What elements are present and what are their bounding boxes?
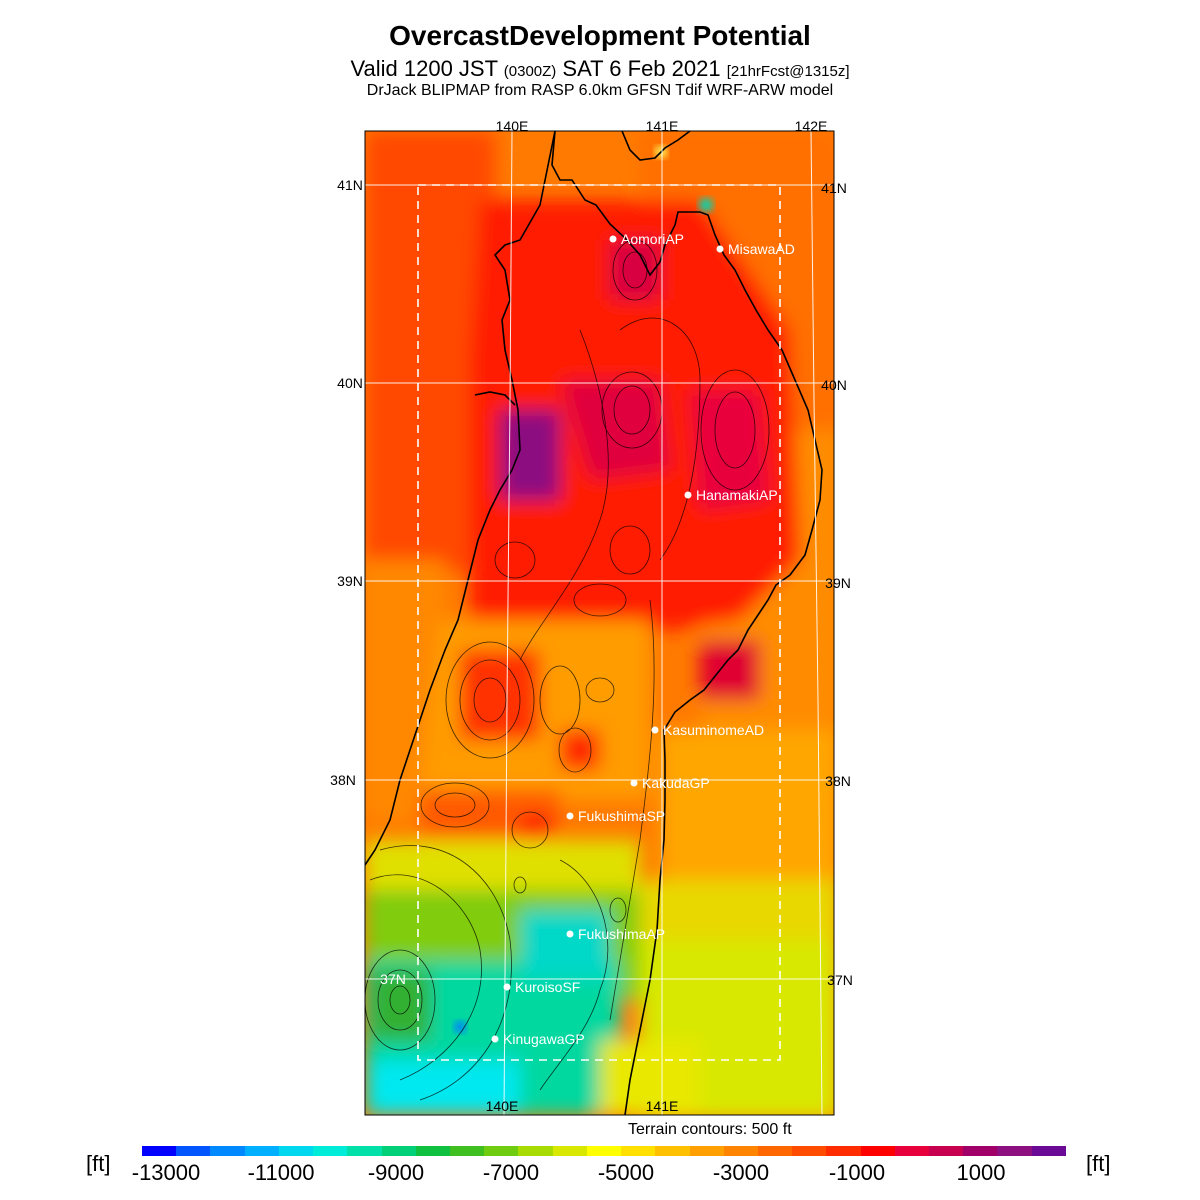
colorbar-tick-label: -5000: [597, 1160, 655, 1185]
site-label: HanamakiAP: [696, 487, 778, 503]
lat-label-40n-right: 40N: [821, 377, 847, 393]
colorbar-swatch: [621, 1146, 656, 1156]
site-marker: [716, 245, 724, 253]
colorbar-swatch: [792, 1146, 827, 1156]
colorbar-swatch: [723, 1146, 758, 1156]
site-marker: [566, 812, 574, 820]
site-misawa[interactable]: MisawaAD: [716, 241, 795, 257]
site-fukushima-ap[interactable]: FukushimaAP: [566, 926, 666, 942]
terrain-contours: [365, 239, 770, 1101]
site-label: MisawaAD: [728, 241, 795, 257]
site-kasuminome[interactable]: KasuminomeAD: [651, 722, 765, 738]
lat-label-37n-left: 37N: [380, 971, 406, 987]
site-kinugawa[interactable]: KinugawaGP: [491, 1031, 585, 1047]
site-label: KakudaGP: [642, 775, 710, 791]
site-marker: [630, 779, 638, 787]
colorbar-swatch: [997, 1146, 1032, 1156]
lat-label-38n-left: 38N: [330, 772, 356, 788]
colorbar-swatch: [552, 1146, 587, 1156]
colorbar-tick-label: -13000: [131, 1160, 201, 1185]
colorbar: [142, 1146, 1066, 1156]
lat-label-41n-left: 41N: [337, 177, 363, 193]
latlon-grid: [365, 130, 834, 1116]
lat-label-39n-left: 39N: [337, 573, 363, 589]
colorbar-swatch: [142, 1146, 177, 1156]
site-marker: [503, 983, 511, 991]
colorbar-unit-left: [ft]: [86, 1151, 111, 1176]
site-label: KuroisoSF: [515, 979, 580, 995]
site-marker: [566, 930, 574, 938]
lat-label-38n-right: 38N: [825, 773, 851, 789]
colorbar-tick-label: -1000: [828, 1160, 886, 1185]
model-source: DrJack BLIPMAP from RASP 6.0km GFSN Tdif…: [366, 82, 834, 99]
colorbar-swatch: [176, 1146, 211, 1156]
site-kakuda[interactable]: KakudaGP: [630, 775, 710, 791]
map-frame: [364, 130, 835, 1116]
valid-time-line: Valid 1200 JST (0300Z) SAT 6 Feb 2021 [2…: [0, 56, 1200, 82]
lon-label-141e-bottom: 141E: [646, 1098, 679, 1114]
site-aomori[interactable]: AomoriAP: [609, 231, 685, 247]
colorbar-swatch: [586, 1146, 622, 1156]
site-marker: [491, 1035, 499, 1043]
lat-label-40n-left: 40N: [337, 375, 363, 391]
lon-label-142e-top: 142E: [795, 118, 828, 134]
colorbar-swatch: [449, 1146, 485, 1156]
colorbar-swatch: [278, 1146, 314, 1156]
utc-time: (0300Z): [503, 63, 557, 80]
colorbar-swatch: [415, 1146, 450, 1156]
site-hanamaki[interactable]: HanamakiAP: [684, 487, 778, 503]
colorbar-swatch: [757, 1146, 793, 1156]
site-fukushima-sp[interactable]: FukushimaSP: [566, 808, 666, 824]
colorbar-swatch: [1031, 1146, 1066, 1156]
colorbar-swatch: [963, 1146, 998, 1156]
colorbar-swatch: [244, 1146, 279, 1156]
lon-label-140e-top: 140E: [496, 118, 529, 134]
colorbar-swatch: [210, 1146, 245, 1156]
colorbar-swatch: [894, 1146, 930, 1156]
colorbar-swatch: [381, 1146, 416, 1156]
inner-domain-box: [417, 184, 781, 1061]
site-marker: [651, 726, 659, 734]
colorbar-swatch: [929, 1146, 964, 1156]
colorbar-swatch: [347, 1146, 382, 1156]
site-label: FukushimaAP: [578, 926, 665, 942]
colorbar-swatch: [860, 1146, 895, 1156]
site-label: FukushimaSP: [578, 808, 665, 824]
colorbar-tick-label: -7000: [482, 1160, 540, 1185]
site-marker: [684, 491, 692, 499]
valid-date: SAT 6 Feb 2021: [562, 56, 721, 81]
colorbar-tick-label: 1000: [956, 1160, 1006, 1185]
colorbar-swatch: [518, 1146, 553, 1156]
chart-title: OvercastDevelopment Potential: [389, 20, 811, 51]
colorbar-swatch: [313, 1146, 348, 1156]
site-label: AomoriAP: [621, 231, 684, 247]
colorbar-swatch: [484, 1146, 519, 1156]
lat-label-39n-right: 39N: [825, 575, 851, 591]
colorbar-swatch: [826, 1146, 861, 1156]
colorbar-swatch: [689, 1146, 724, 1156]
lon-label-141e-top: 141E: [646, 118, 679, 134]
colorbar-tick-label: -3000: [712, 1160, 770, 1185]
colorbar-swatch: [655, 1146, 690, 1156]
colorbar-unit-right: [ft]: [1086, 1151, 1111, 1176]
lat-label-41n-right: 41N: [821, 180, 847, 196]
lon-label-140e-bottom: 140E: [486, 1098, 519, 1114]
site-label: KasuminomeAD: [663, 722, 764, 738]
site-kuroiso[interactable]: KuroisoSF: [503, 979, 581, 995]
colorbar-tick-label: -9000: [367, 1160, 425, 1185]
map-field: [365, 131, 834, 1115]
valid-time: Valid 1200 JST: [350, 56, 498, 81]
lat-label-37n-right: 37N: [827, 972, 853, 988]
forecast-info: [21hrFcst@1315z]: [726, 63, 850, 80]
site-label: KinugawaGP: [503, 1031, 585, 1047]
colorbar-tick-label: -11000: [247, 1160, 315, 1185]
site-marker: [609, 235, 617, 243]
terrain-contour-note: Terrain contours: 500 ft: [628, 1121, 792, 1138]
